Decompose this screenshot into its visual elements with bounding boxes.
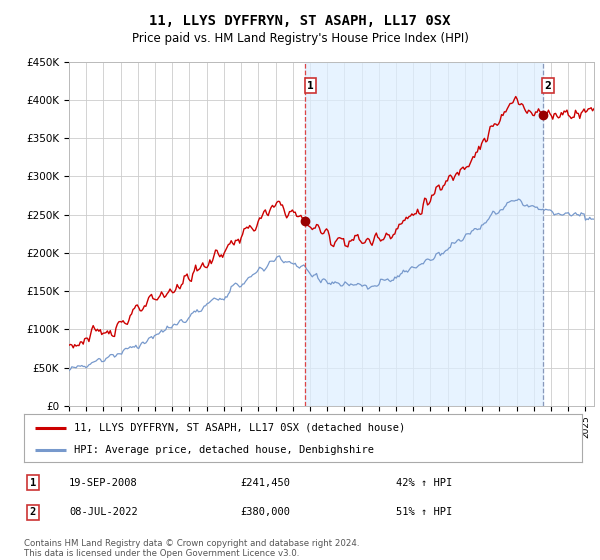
Text: Contains HM Land Registry data © Crown copyright and database right 2024.
This d: Contains HM Land Registry data © Crown c… [24, 539, 359, 558]
Text: £380,000: £380,000 [240, 507, 290, 517]
Bar [305, 62, 543, 406]
Text: £241,450: £241,450 [240, 478, 290, 488]
Text: 19-SEP-2008: 19-SEP-2008 [69, 478, 138, 488]
Text: 42% ↑ HPI: 42% ↑ HPI [396, 478, 452, 488]
Text: 08-JUL-2022: 08-JUL-2022 [69, 507, 138, 517]
Text: 1: 1 [307, 81, 314, 91]
Text: 2: 2 [30, 507, 36, 517]
Text: 11, LLYS DYFFRYN, ST ASAPH, LL17 0SX (detached house): 11, LLYS DYFFRYN, ST ASAPH, LL17 0SX (de… [74, 423, 406, 433]
Text: HPI: Average price, detached house, Denbighshire: HPI: Average price, detached house, Denb… [74, 445, 374, 455]
Text: 51% ↑ HPI: 51% ↑ HPI [396, 507, 452, 517]
Text: 11, LLYS DYFFRYN, ST ASAPH, LL17 0SX: 11, LLYS DYFFRYN, ST ASAPH, LL17 0SX [149, 14, 451, 28]
Text: 2: 2 [544, 81, 551, 91]
Text: 1: 1 [30, 478, 36, 488]
Text: Price paid vs. HM Land Registry's House Price Index (HPI): Price paid vs. HM Land Registry's House … [131, 32, 469, 45]
